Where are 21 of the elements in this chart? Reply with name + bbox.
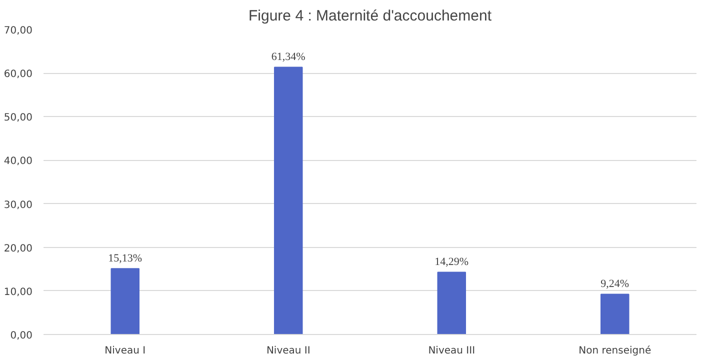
y-tick-label: 10,00 [4, 286, 33, 298]
bar [110, 268, 140, 334]
y-tick-label: 40,00 [4, 156, 33, 168]
x-tick-label: Niveau I [104, 346, 146, 356]
y-tick-label: 70,00 [4, 26, 33, 36]
x-tick-label: Niveau II [266, 346, 310, 356]
bar [437, 272, 466, 334]
y-tick-label: 20,00 [4, 243, 33, 254]
bar [600, 294, 630, 334]
x-tick-label: Non renseigné [578, 346, 652, 356]
data-label: 9,24% [600, 278, 630, 290]
chart-title: Figure 4 : Maternité d'accouchement [248, 8, 492, 24]
bar [274, 66, 303, 334]
y-tick-label: 0,00 [10, 330, 32, 342]
data-label: 14,29% [434, 256, 469, 268]
y-tick-label: 60,00 [4, 69, 33, 80]
data-label: 61,34% [271, 51, 306, 64]
x-tick-label: Niveau III [428, 346, 476, 356]
data-label: 15,13% [108, 252, 142, 265]
y-tick-label: 30,00 [4, 200, 33, 211]
y-tick-label: 50,00 [4, 112, 33, 124]
